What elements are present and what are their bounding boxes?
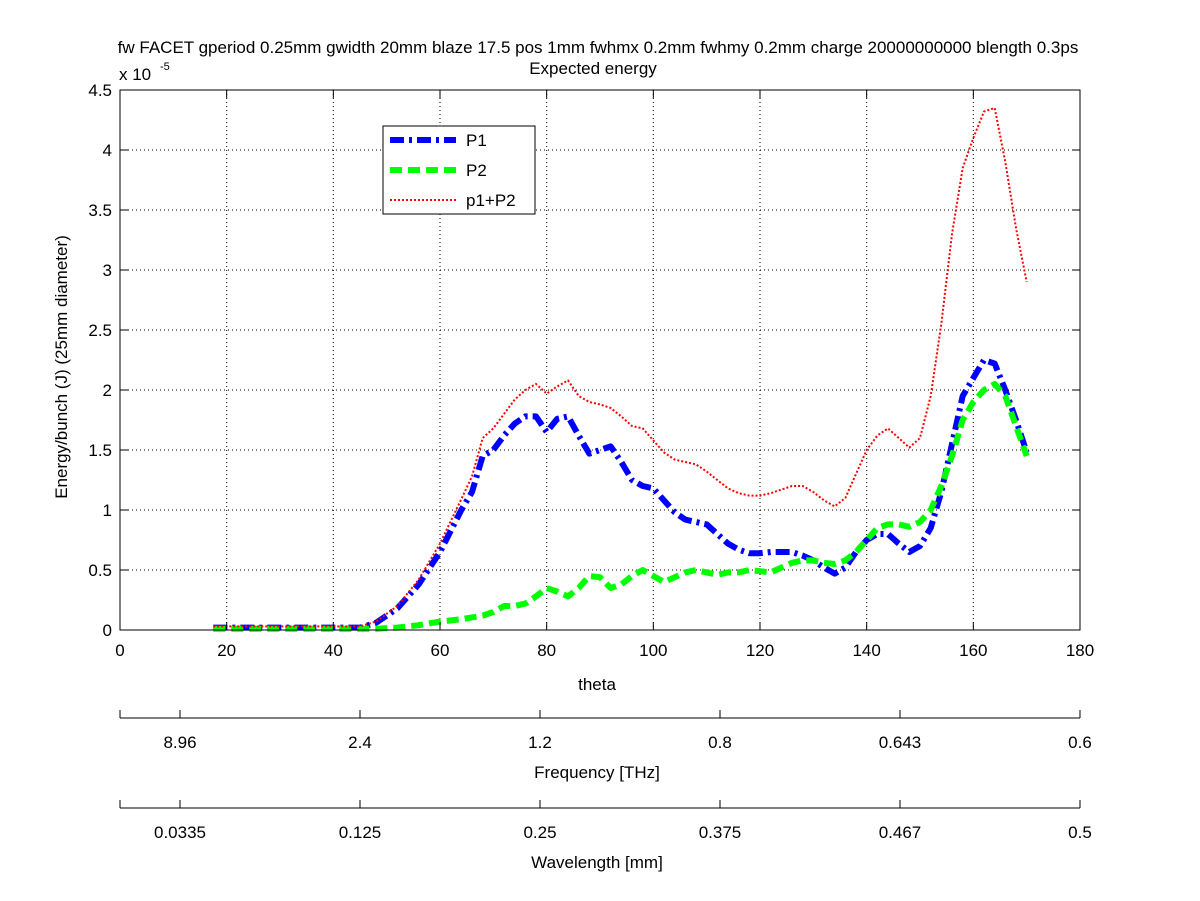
secondary-tick-label: 0.0335	[154, 823, 206, 842]
legend-label-2: P2	[466, 161, 487, 180]
grid	[120, 90, 1080, 630]
y-exponent-power: -5	[160, 61, 170, 73]
x-tick-label: 100	[639, 641, 667, 660]
y-tick-label: 2.5	[88, 321, 112, 340]
secondary-tick-label: 0.467	[879, 823, 922, 842]
x-axis-ticks: 0 20 40 60 80 100 120 140 160 180	[115, 90, 1094, 660]
x-tick-label: 60	[431, 641, 450, 660]
plot-area: 0 20 40 60 80 100 120 140 160 180 0 0.5 1 1.5 2 2.5 3 3.…	[88, 81, 1094, 660]
secondary-tick-label: 0.8	[708, 733, 732, 752]
y-tick-label: 1	[103, 501, 112, 520]
chart-title-line1: fw FACET gperiod 0.25mm gwidth 20mm blaz…	[118, 38, 1079, 57]
legend: P1 P2 p1+P2	[382, 125, 536, 215]
plot-border	[119, 89, 1081, 631]
secondary-axis-label-2: Wavelength [mm]	[531, 853, 663, 872]
y-tick-label: 1.5	[88, 441, 112, 460]
y-tick-label: 0	[103, 621, 112, 640]
y-axis-label: Energy/bunch (J) (25mm diameter)	[52, 235, 71, 499]
secondary-axes: 8.96 2.4 1.2 0.8 0.643 0.6 Frequency [THz] 0.03…	[119, 710, 1092, 872]
x-tick-label: 160	[959, 641, 987, 660]
series-line-1	[213, 357, 1030, 631]
series-line-2	[213, 381, 1030, 632]
secondary-tick-label: 0.5	[1068, 823, 1092, 842]
y-tick-label: 4	[103, 141, 112, 160]
y-tick-label: 0.5	[88, 561, 112, 580]
y-exponent-base: x 10	[119, 65, 151, 84]
secondary-axis-label-1: Frequency [THz]	[534, 763, 660, 782]
secondary-tick-label: 0.375	[699, 823, 742, 842]
x-axis-label: theta	[578, 675, 616, 694]
y-tick-label: 3	[103, 261, 112, 280]
secondary-tick-label: 8.96	[163, 733, 196, 752]
y-tick-label: 3.5	[88, 201, 112, 220]
secondary-tick-label: 1.2	[528, 733, 552, 752]
secondary-tick-label: 0.6	[1068, 733, 1092, 752]
x-tick-label: 80	[537, 641, 556, 660]
x-tick-label: 180	[1066, 641, 1094, 660]
y-axis-ticks: 0 0.5 1 1.5 2 2.5 3 3.5 4 4.5	[88, 81, 1080, 640]
secondary-tick-label: 0.25	[523, 823, 556, 842]
chart-title-line2: Expected energy	[529, 59, 657, 78]
x-tick-label: 40	[324, 641, 343, 660]
y-tick-label: 2	[103, 381, 112, 400]
plot-frame	[120, 90, 1080, 630]
x-tick-label: 140	[852, 641, 880, 660]
secondary-tick-label: 0.125	[339, 823, 382, 842]
legend-label-1: P1	[466, 131, 487, 150]
x-tick-label: 20	[217, 641, 236, 660]
series-line-3	[213, 107, 1028, 628]
x-tick-label: 0	[115, 641, 124, 660]
y-tick-label: 4.5	[88, 81, 112, 100]
secondary-tick-label: 0.643	[879, 733, 922, 752]
x-tick-label: 120	[746, 641, 774, 660]
secondary-tick-label: 2.4	[348, 733, 372, 752]
series-layer	[213, 107, 1030, 632]
y-exponent: x 10 -5	[119, 61, 170, 84]
legend-label-3: p1+P2	[466, 191, 516, 210]
